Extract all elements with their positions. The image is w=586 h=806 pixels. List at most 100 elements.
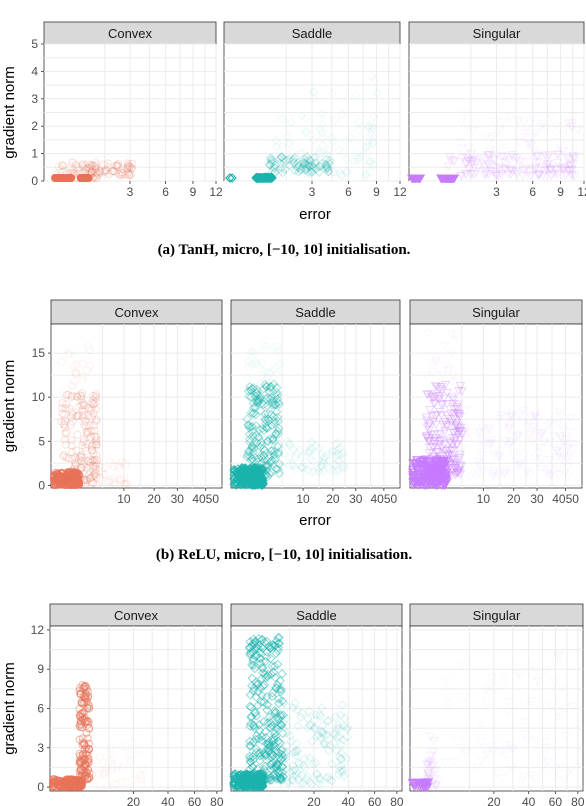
data-point bbox=[78, 389, 87, 398]
data-point bbox=[92, 160, 101, 169]
data-point bbox=[560, 171, 571, 181]
data-point bbox=[315, 148, 325, 158]
data-point bbox=[523, 139, 533, 148]
data-point bbox=[468, 127, 479, 136]
data-point bbox=[308, 92, 319, 103]
data-point bbox=[290, 165, 300, 176]
data-point bbox=[85, 172, 94, 181]
data-point bbox=[530, 149, 541, 159]
panel-singular-1: Singular 10 20 30 4050 bbox=[408, 299, 583, 506]
data-point bbox=[87, 413, 96, 422]
data-point bbox=[471, 119, 481, 129]
data-point bbox=[92, 435, 101, 444]
data-point bbox=[566, 165, 577, 175]
data-point bbox=[352, 148, 363, 158]
data-point bbox=[125, 169, 134, 178]
y-tick-label: 9 bbox=[37, 662, 44, 676]
data-point bbox=[317, 128, 327, 138]
data-point bbox=[526, 141, 537, 150]
data-point bbox=[284, 154, 294, 165]
data-point bbox=[77, 174, 86, 182]
data-point bbox=[70, 462, 79, 471]
data-point bbox=[62, 400, 71, 409]
data-point bbox=[80, 421, 89, 430]
data-point bbox=[455, 138, 466, 148]
data-point bbox=[307, 160, 317, 170]
data-point bbox=[461, 154, 472, 163]
data-point bbox=[524, 167, 535, 177]
data-point bbox=[296, 110, 307, 121]
data-point bbox=[70, 169, 79, 178]
data-point bbox=[498, 144, 509, 153]
data-point bbox=[67, 169, 76, 178]
data-point bbox=[464, 164, 475, 174]
data-point bbox=[80, 401, 89, 410]
facet-label: Saddle bbox=[296, 608, 336, 623]
data-point bbox=[80, 476, 89, 485]
data-point bbox=[82, 439, 91, 448]
data-point bbox=[265, 154, 276, 165]
data-point bbox=[79, 413, 88, 422]
data-point bbox=[124, 163, 133, 172]
data-point bbox=[54, 173, 63, 182]
data-point bbox=[78, 168, 87, 177]
data-point bbox=[72, 412, 81, 421]
data-point bbox=[342, 166, 352, 176]
data-point bbox=[542, 161, 553, 170]
data-point bbox=[60, 451, 69, 460]
data-point bbox=[72, 465, 81, 474]
data-point bbox=[341, 135, 351, 146]
data-point bbox=[368, 159, 378, 170]
data-point bbox=[77, 174, 86, 182]
data-point bbox=[89, 472, 98, 481]
data-point bbox=[120, 473, 129, 482]
data-point bbox=[288, 147, 298, 157]
data-point bbox=[79, 372, 88, 381]
data-point bbox=[366, 130, 377, 140]
data-point bbox=[76, 473, 85, 482]
data-point bbox=[365, 167, 375, 178]
data-point bbox=[62, 481, 71, 489]
data-point bbox=[123, 164, 132, 173]
data-point bbox=[60, 420, 69, 429]
data-point bbox=[276, 152, 287, 163]
data-point bbox=[299, 154, 309, 164]
data-point bbox=[62, 391, 71, 400]
data-point bbox=[68, 448, 77, 457]
data-point bbox=[568, 159, 579, 169]
data-point bbox=[89, 479, 98, 488]
y-tick-label: 10 bbox=[32, 390, 46, 404]
data-point bbox=[557, 170, 567, 179]
data-point bbox=[309, 162, 319, 172]
data-point bbox=[338, 147, 349, 157]
data-point bbox=[566, 122, 577, 132]
data-point bbox=[367, 126, 377, 136]
data-point bbox=[545, 165, 556, 175]
data-point bbox=[66, 420, 75, 429]
data-point bbox=[270, 167, 280, 177]
data-point bbox=[354, 117, 364, 128]
data-point bbox=[563, 166, 574, 176]
data-point bbox=[284, 154, 294, 164]
data-point bbox=[297, 157, 308, 168]
data-point bbox=[116, 475, 125, 484]
data-point bbox=[565, 171, 576, 180]
data-point bbox=[114, 461, 123, 470]
data-point bbox=[315, 124, 326, 135]
data-point bbox=[79, 460, 88, 469]
data-point bbox=[60, 174, 69, 182]
data-point bbox=[114, 163, 123, 172]
data-point bbox=[51, 171, 60, 180]
data-point bbox=[318, 108, 328, 119]
data-point bbox=[316, 161, 327, 171]
data-point bbox=[463, 145, 473, 154]
data-point bbox=[317, 147, 327, 158]
data-point bbox=[572, 126, 583, 136]
y-tick-label: 6 bbox=[37, 702, 44, 716]
data-point bbox=[551, 122, 562, 131]
data-point bbox=[65, 174, 74, 182]
x-tick-label: 60 bbox=[188, 795, 202, 806]
data-point bbox=[523, 158, 533, 168]
data-point bbox=[342, 94, 353, 104]
data-point bbox=[60, 423, 69, 432]
